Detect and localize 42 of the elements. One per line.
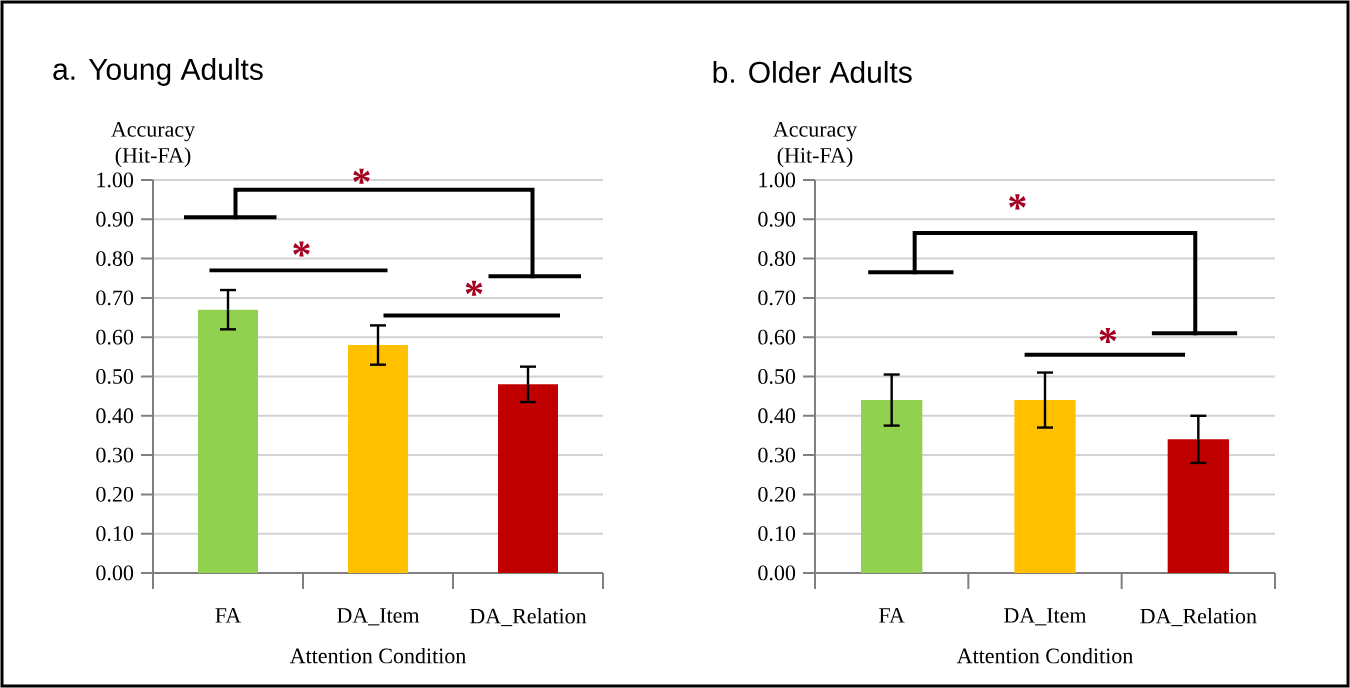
annotation: * [1009, 194, 1026, 210]
bar [348, 345, 408, 573]
y-tick-label: 0.40 [96, 408, 134, 424]
y-tick-label: 0.10 [96, 526, 134, 542]
x-tick-label: DA_Relation [1140, 608, 1257, 627]
x-axis-title: Attention Condition [289, 647, 466, 664]
y-tick-label: 1.00 [97, 172, 134, 188]
y-tick-label: 0.80 [96, 251, 134, 267]
y-tick-label: 0.60 [96, 329, 134, 345]
y-tick-label: 0.50 [96, 369, 134, 384]
chart-title: b. Older Adults [713, 60, 912, 83]
bar [198, 309, 258, 573]
bar [498, 384, 559, 573]
y-tick-label: 0.90 [96, 211, 134, 227]
annotation: * [1099, 327, 1117, 344]
x-tick-label: FA [215, 608, 242, 623]
y-tick-label: 0.60 [758, 329, 796, 345]
y-tick-label: 0.10 [758, 526, 796, 542]
y-tick-label: 0.00 [758, 565, 796, 581]
y-tick-label: 0.30 [96, 447, 134, 463]
y-tick-label: 0.70 [96, 290, 134, 306]
chart-title: a. Young Adults [53, 57, 263, 86]
annotation: * [465, 280, 483, 296]
y-tick-label: 0.20 [96, 486, 134, 502]
y-tick-label: 1.00 [759, 172, 796, 188]
y-tick-label: 0.70 [758, 290, 796, 306]
y-tick-label: 0.40 [758, 408, 796, 424]
annotation: * [293, 241, 310, 257]
x-tick-label: DA_Item [1004, 608, 1087, 626]
y-tick-label: 0.90 [758, 211, 796, 227]
y-tick-label: 0.00 [96, 565, 134, 581]
y-tick-label: 0.20 [758, 486, 796, 502]
y-tick-label: 0.30 [758, 447, 796, 463]
x-tick-label: DA_Relation [469, 608, 587, 627]
x-tick-label: FA [879, 608, 905, 623]
x-tick-label: DA_Item [337, 608, 420, 626]
y-tick-label: 0.50 [758, 369, 796, 384]
annotation: * [353, 168, 370, 184]
x-axis-title: Attention Condition [956, 647, 1133, 664]
y-axis-title: Accuracy (Hit-FA) [773, 122, 858, 168]
y-axis-title: Accuracy (Hit-FA) [111, 122, 196, 168]
y-tick-label: 0.80 [758, 251, 796, 267]
